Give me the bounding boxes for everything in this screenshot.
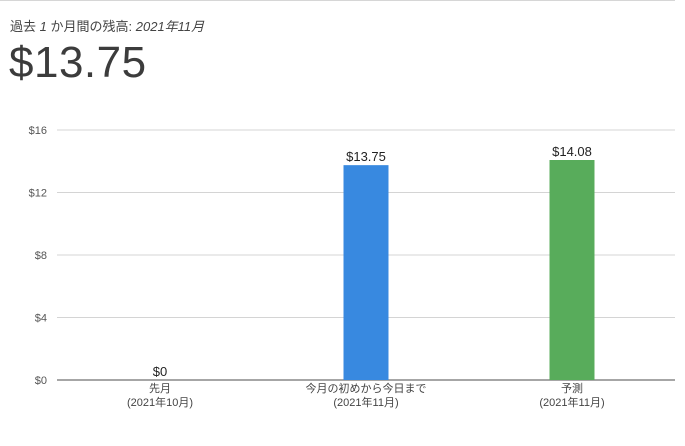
bar [343,165,389,380]
y-tick-label: $12 [29,188,47,200]
x-category-sublabel: (2021年11月) [539,395,604,409]
x-category-label: 予測 [561,381,583,395]
x-category-label: 先月 [149,382,171,395]
bar-value-label: $0 [153,364,167,379]
current-balance: $13.75 [9,38,147,87]
bar [549,160,595,380]
balance-period-label: 過去 1 か月間の残高: 2021年11月 [10,16,204,35]
subtitle-month-count: 1 [39,19,47,34]
y-tick-label: $4 [35,313,47,325]
y-tick-label: $0 [35,375,47,387]
top-divider [0,0,675,1]
bar-value-label: $13.75 [346,149,386,164]
x-category-sublabel: (2021年10月) [127,395,193,409]
y-tick-label: $16 [29,125,47,137]
subtitle-mid: か月間の残高: [50,19,133,34]
subtitle-date: 2021年11月 [135,19,205,34]
x-category-label: 今月の初めから今日まで [306,381,427,395]
x-category-sublabel: (2021年11月) [333,395,398,409]
subtitle-prefix: 過去 [10,19,37,34]
bar-value-label: $14.08 [552,144,592,159]
y-tick-label: $8 [35,250,47,262]
